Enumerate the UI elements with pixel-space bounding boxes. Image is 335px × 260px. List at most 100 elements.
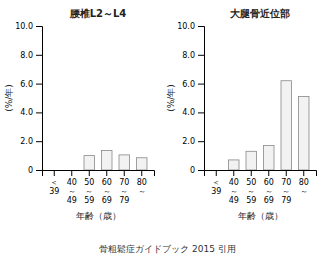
y-tick-label: 8.0 — [182, 51, 195, 60]
x-tick-label-line: ＜ — [50, 178, 58, 187]
x-tick-label-line: 60 — [102, 178, 112, 187]
bar — [299, 97, 310, 170]
y-tick-label: 6.0 — [20, 80, 33, 89]
x-tick-mark — [233, 170, 234, 176]
y-tick-label: 4.0 — [20, 108, 33, 117]
x-axis: ＜3940～4950～5960～6970～7980～ — [43, 170, 155, 205]
x-tick-mark — [106, 170, 107, 176]
x-tick: ＜39 — [211, 170, 221, 196]
x-tick-label: ＜39 — [49, 178, 59, 196]
x-tick-label-line: 50 — [246, 178, 256, 187]
y-tick: 2.0 — [20, 137, 42, 146]
x-tick-mark — [268, 170, 269, 176]
x-tick-mark — [286, 170, 287, 176]
x-tick-label-line: 59 — [246, 196, 256, 205]
x-tick-label-line: ～ — [120, 187, 128, 196]
x-tick-label-line: 79 — [119, 196, 129, 205]
x-tick-label-line: 40 — [229, 178, 239, 187]
y-tick: 10.0 — [177, 22, 204, 31]
y-tick: 0 — [28, 166, 42, 175]
y-tick-label: 6.0 — [182, 80, 195, 89]
x-tick-label-line: 39 — [211, 187, 221, 196]
bar — [67, 170, 78, 171]
y-tick-mark — [198, 112, 204, 113]
y-tick-label: 10.0 — [15, 22, 33, 31]
x-tick-label-line: 80 — [137, 178, 147, 187]
x-tick: 60～69 — [264, 170, 274, 205]
x-tick-label-line: ～ — [103, 187, 111, 196]
title: 大腿骨近位部 — [229, 8, 290, 19]
x-tick-mark — [71, 170, 72, 176]
x-tick-label-line: 59 — [84, 196, 94, 205]
x-tick-label-line: 50 — [84, 178, 94, 187]
y-tick: 0 — [190, 166, 204, 175]
x-tick-label-line: 60 — [264, 178, 274, 187]
x-tick: 80～ — [299, 170, 309, 196]
x-tick-label: 80～ — [299, 178, 309, 196]
x-tick-label-line: 40 — [67, 178, 77, 187]
panel: 02.04.06.08.010.0＜3940～4950～5960～6970～79… — [4, 8, 155, 221]
x-tick-label-line: ～ — [138, 187, 146, 196]
x-tick-label: ＜39 — [211, 178, 221, 196]
y-tick-label: 8.0 — [20, 51, 33, 60]
x-tick-label: 60～69 — [264, 178, 274, 205]
x-axis-line — [43, 171, 155, 177]
x-tick-label-line: ～ — [230, 187, 238, 196]
x-tick-label: 80～ — [137, 178, 147, 196]
bars — [84, 151, 147, 170]
annotation: 骨粗鬆症ガイドブック 2015 引用 — [99, 244, 236, 254]
y-tick-mark — [198, 84, 204, 85]
y-tick: 2.0 — [182, 137, 204, 146]
x-tick-label-line: ～ — [85, 187, 93, 196]
panel: 02.04.06.08.010.0＜3940～4950～5960～6970～79… — [166, 8, 317, 221]
y-tick-mark — [36, 170, 42, 171]
x-tick-label-line: 70 — [119, 178, 129, 187]
bar — [137, 158, 148, 170]
y-tick-label: 0 — [28, 166, 33, 175]
x-tick-label: 50～59 — [84, 178, 94, 205]
x-axis: ＜3940～4950～5960～6970～7980～ — [205, 170, 317, 205]
x-tick: 80～ — [137, 170, 147, 196]
bar — [49, 170, 60, 171]
y-tick-mark — [198, 141, 204, 142]
x-tick: 40～49 — [67, 170, 77, 205]
bar — [211, 170, 222, 171]
x-axis-line — [205, 171, 317, 177]
x-tick-label-line: 49 — [67, 196, 77, 205]
x-tick-label-line: ＜ — [212, 178, 220, 187]
x-tick-mark — [251, 170, 252, 176]
y-tick-mark — [198, 55, 204, 56]
y-axis-line — [36, 27, 43, 171]
x-tick-label-line: ～ — [247, 187, 255, 196]
x-tick-label-line: 69 — [264, 196, 274, 205]
x-tick-label: 70～79 — [281, 178, 291, 205]
y-tick-label: 4.0 — [182, 108, 195, 117]
x-tick-mark — [124, 170, 125, 176]
x-tick-label: 40～49 — [229, 178, 239, 205]
bars — [229, 81, 310, 170]
x-tick-label-line: 80 — [299, 178, 309, 187]
y-axis-title: (%/年) — [4, 84, 14, 112]
y-tick-mark — [36, 26, 42, 27]
bar — [102, 151, 113, 170]
x-tick-mark — [216, 170, 217, 176]
x-tick-label-line: ～ — [265, 187, 273, 196]
y-tick-mark — [198, 170, 204, 171]
y-tick-label: 2.0 — [182, 137, 195, 146]
y-tick-label: 2.0 — [20, 137, 33, 146]
x-tick-label: 50～59 — [246, 178, 256, 205]
y-tick: 8.0 — [182, 51, 204, 60]
bar — [84, 156, 95, 170]
y-tick: 4.0 — [20, 108, 42, 117]
x-tick-label-line: 70 — [281, 178, 291, 187]
bar — [229, 160, 240, 170]
x-tick-mark — [54, 170, 55, 176]
y-tick-mark — [36, 55, 42, 56]
x-tick-label-line: 69 — [102, 196, 112, 205]
y-axis: 0 2.0 4.0 6.0 8.0 10.0 — [15, 22, 42, 175]
x-tick-mark — [141, 170, 142, 176]
y-tick: 6.0 — [182, 80, 204, 89]
y-tick-label: 0 — [190, 166, 195, 175]
x-tick-label-line: 79 — [281, 196, 291, 205]
x-tick-label: 70～79 — [119, 178, 129, 205]
